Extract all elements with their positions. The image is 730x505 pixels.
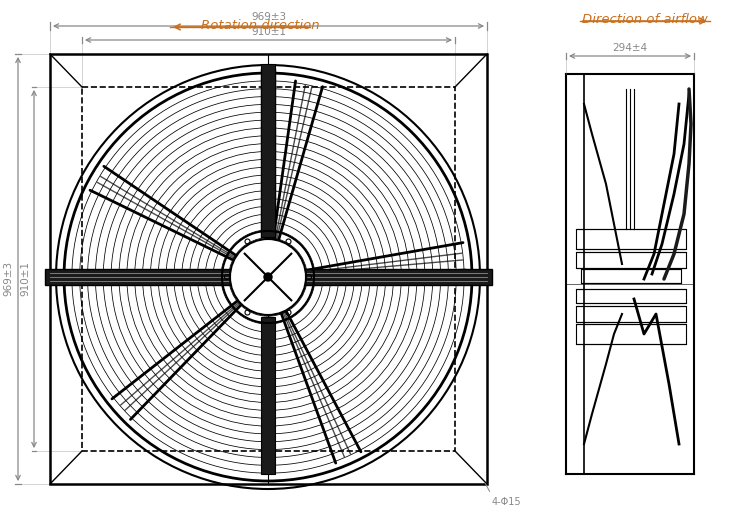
Circle shape xyxy=(230,239,306,316)
Text: 910±1: 910±1 xyxy=(20,260,30,295)
Bar xyxy=(581,270,681,283)
Text: 910±1: 910±1 xyxy=(251,27,286,37)
Circle shape xyxy=(264,274,272,281)
Text: 969±3: 969±3 xyxy=(251,12,286,22)
Bar xyxy=(576,307,686,322)
Text: 969±3: 969±3 xyxy=(3,260,13,295)
Bar xyxy=(576,230,686,249)
Text: Rotation direction: Rotation direction xyxy=(201,19,319,32)
Bar xyxy=(576,289,686,304)
Bar xyxy=(261,65,275,237)
Text: Direction of airflow: Direction of airflow xyxy=(582,13,708,26)
Text: 294±4: 294±4 xyxy=(612,43,648,53)
Bar xyxy=(576,252,686,269)
Bar xyxy=(261,317,275,474)
Bar xyxy=(576,324,686,344)
Bar xyxy=(82,88,455,451)
Bar xyxy=(45,270,492,285)
Bar xyxy=(50,55,487,484)
Text: 4-Φ15: 4-Φ15 xyxy=(492,496,522,505)
